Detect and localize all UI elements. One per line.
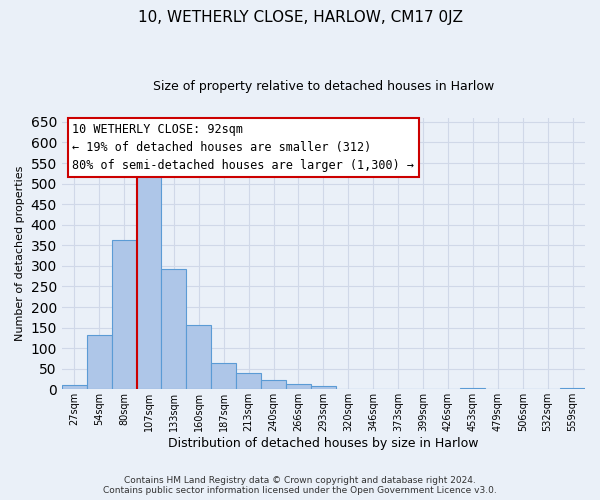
Text: Contains HM Land Registry data © Crown copyright and database right 2024.
Contai: Contains HM Land Registry data © Crown c… bbox=[103, 476, 497, 495]
Bar bbox=[261, 380, 286, 390]
Bar bbox=[112, 240, 137, 390]
Y-axis label: Number of detached properties: Number of detached properties bbox=[15, 166, 25, 341]
Bar bbox=[236, 373, 261, 390]
Title: Size of property relative to detached houses in Harlow: Size of property relative to detached ho… bbox=[153, 80, 494, 93]
Bar bbox=[560, 388, 585, 390]
Bar bbox=[286, 384, 311, 390]
Bar bbox=[87, 334, 112, 390]
Bar bbox=[187, 324, 211, 390]
Bar bbox=[311, 386, 336, 390]
X-axis label: Distribution of detached houses by size in Harlow: Distribution of detached houses by size … bbox=[168, 437, 479, 450]
Bar bbox=[62, 385, 87, 390]
Bar bbox=[161, 269, 187, 390]
Bar bbox=[137, 168, 161, 390]
Text: 10, WETHERLY CLOSE, HARLOW, CM17 0JZ: 10, WETHERLY CLOSE, HARLOW, CM17 0JZ bbox=[137, 10, 463, 25]
Text: 10 WETHERLY CLOSE: 92sqm
← 19% of detached houses are smaller (312)
80% of semi-: 10 WETHERLY CLOSE: 92sqm ← 19% of detach… bbox=[72, 123, 414, 172]
Bar bbox=[211, 362, 236, 390]
Bar bbox=[460, 388, 485, 390]
